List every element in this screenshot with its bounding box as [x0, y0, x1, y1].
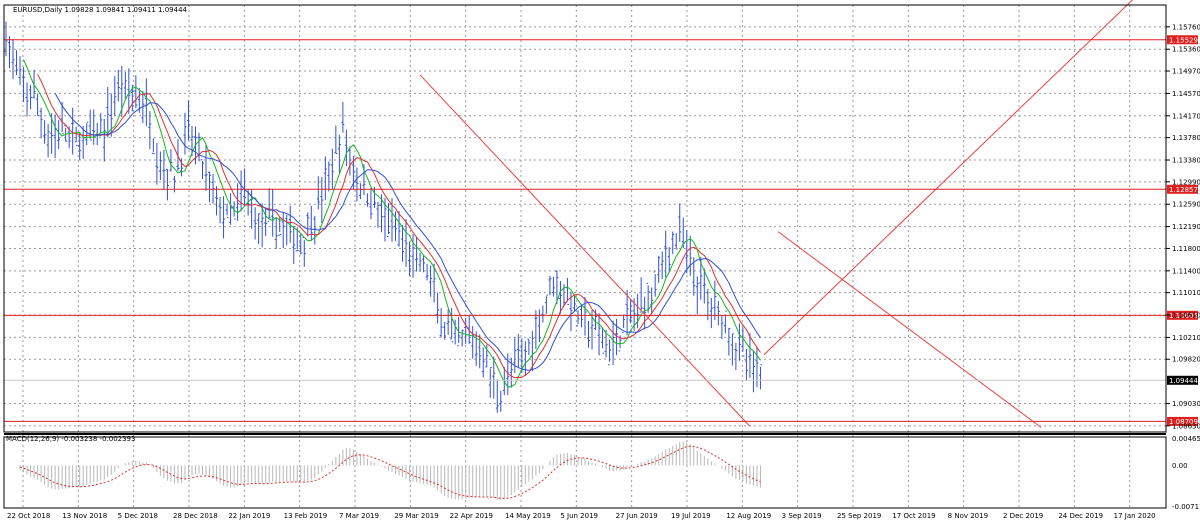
price-tick-label: 1.14170: [1172, 112, 1200, 120]
moving-average-mid: [37, 74, 761, 379]
macd-layer: [19, 441, 761, 501]
price-tick-label: 1.12190: [1172, 223, 1200, 231]
date-tick-label: 5 Dec 2018: [118, 512, 158, 520]
moving-average-slow: [54, 92, 761, 371]
level-layer: 1.15529 1.12857 1.10605 1.08709 1.09444: [4, 0, 1198, 428]
date-tick-label: 5 Jun 2019: [560, 512, 598, 520]
date-tick-label: 13 Nov 2018: [62, 512, 107, 520]
date-tick-label: 19 Jul 2019: [671, 512, 711, 520]
axis-layer: 22 Oct 2018 13 Nov 2018 5 Dec 2018 28 Dec 2…: [3, 4, 1200, 520]
macd-signal-line: [19, 445, 761, 499]
price-level-tag: [1167, 310, 1198, 320]
price-tick-label: 1.11400: [1172, 267, 1200, 275]
price-tick-label: 1.12590: [1172, 201, 1200, 209]
price-pane-frame: [3, 4, 1167, 433]
price-tick-label: 1.12990: [1172, 178, 1200, 186]
price-tick-label: 1.10210: [1172, 334, 1200, 342]
macd-tick-label: 0.004657: [1172, 435, 1200, 443]
date-tick-label: 17 Oct 2019: [892, 512, 935, 520]
current-price-label: 1.09444: [1169, 377, 1198, 385]
trendline: [419, 74, 751, 427]
price-tick-label: 1.13380: [1172, 157, 1200, 165]
price-tick-label: 1.11010: [1172, 289, 1200, 297]
macd-tick-label: -0.007119: [1172, 503, 1200, 511]
price-level-label: 1.10605: [1169, 312, 1198, 320]
macd-tick-label: 0.00: [1172, 462, 1188, 470]
price-level-label: 1.15529: [1169, 36, 1198, 44]
date-tick-label: 25 Sep 2019: [837, 512, 881, 520]
date-tick-label: 28 Dec 2018: [173, 512, 218, 520]
date-tick-label: 2 Dec 2019: [1003, 512, 1043, 520]
price-tick-label: 1.09820: [1172, 356, 1200, 364]
macd-header: MACD(12,26,9) -0.003238 -0.002393: [6, 435, 135, 443]
price-level-tag: [1167, 184, 1198, 194]
price-layer: [4, 21, 762, 413]
date-tick-label: 3 Sep 2019: [782, 512, 822, 520]
price-tick-label: 1.14570: [1172, 90, 1200, 98]
price-level-label: 1.08709: [1169, 418, 1198, 426]
date-tick-label: 29 Mar 2019: [394, 512, 438, 520]
price-tick-label: 1.11800: [1172, 245, 1200, 253]
moving-average-fast: [23, 59, 761, 388]
symbol-header: EURUSD,Daily 1.09828 1.09841 1.09411 1.0…: [13, 6, 188, 14]
price-tick-label: 1.13780: [1172, 134, 1200, 142]
price-tick-label: 1.15360: [1172, 46, 1200, 54]
macd-pane-frame: [3, 436, 1167, 509]
price-tick-label: 1.10610: [1172, 312, 1200, 320]
current-price-tag: [1167, 375, 1198, 385]
date-tick-label: 24 Dec 2019: [1058, 512, 1103, 520]
date-tick-label: 8 Nov 2019: [948, 512, 988, 520]
date-tick-label: 12 Aug 2019: [726, 512, 771, 520]
date-tick-label: 27 Jun 2019: [616, 512, 658, 520]
date-tick-label: 7 Mar 2019: [339, 512, 379, 520]
date-tick-label: 22 Jan 2019: [228, 512, 270, 520]
trendline: [763, 0, 1134, 356]
price-tick-label: 1.08630: [1172, 422, 1200, 430]
price-tick-label: 1.14970: [1172, 68, 1200, 76]
price-level-tag: [1167, 35, 1198, 45]
date-tick-label: 14 May 2019: [505, 512, 551, 520]
date-tick-label: 17 Jan 2020: [1114, 512, 1156, 520]
price-level-tag: [1167, 416, 1198, 426]
trendline: [777, 231, 1042, 428]
date-tick-label: 22 Oct 2018: [7, 512, 50, 520]
date-tick-label: 22 Apr 2019: [450, 512, 493, 520]
price-level-label: 1.12857: [1169, 186, 1198, 194]
price-tick-label: 1.09030: [1172, 400, 1200, 408]
price-tick-label: 1.15760: [1172, 23, 1200, 31]
grid-layer: [4, 5, 1166, 508]
date-tick-label: 13 Feb 2019: [284, 512, 328, 520]
